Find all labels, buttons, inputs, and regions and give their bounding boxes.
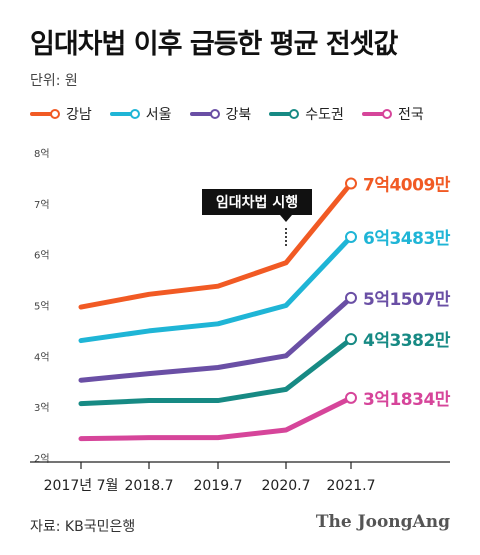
- data-point: [345, 177, 357, 190]
- y-tick-label: 2억: [34, 453, 50, 465]
- series-line-수도권: [78, 336, 354, 407]
- legend-label: 전국: [397, 107, 424, 123]
- data-point: [345, 391, 357, 404]
- y-tick-label: 6억: [34, 250, 50, 262]
- legend-item-1: 서울: [109, 104, 172, 124]
- legend-swatch: [361, 109, 392, 119]
- x-tick-label: 2019.7: [194, 478, 243, 494]
- series-end-label: 3억1834만: [363, 390, 451, 410]
- legend-label: 강북: [225, 107, 252, 123]
- legend-marker-icon: [209, 109, 220, 119]
- legend-marker-icon: [289, 109, 300, 119]
- legend-item-0: 강남: [30, 104, 92, 124]
- legend-marker-icon: [50, 109, 60, 119]
- data-point: [345, 230, 357, 243]
- x-tick-label: 2017년 7월: [44, 478, 119, 494]
- chart-title: 임대차법 이후 급등한 평균 전셋값: [30, 29, 398, 60]
- legend-swatch: [109, 109, 140, 119]
- series-end-label: 7억4009만: [363, 175, 451, 195]
- legend-swatch: [30, 109, 60, 119]
- unit-label: 단위: 원: [30, 73, 78, 89]
- y-tick-label: 4억: [34, 351, 50, 363]
- annotation-pointer: [280, 215, 292, 222]
- x-tick-label: 2020.7: [262, 478, 311, 494]
- data-point: [345, 333, 357, 346]
- legend-swatch: [269, 109, 300, 119]
- x-tick-label: 2021.7: [327, 478, 376, 494]
- series-end-label: 4억3382만: [363, 331, 451, 351]
- legend-item-3: 수도권: [269, 104, 344, 124]
- y-tick-label: 3억: [34, 402, 50, 414]
- y-tick-label: 8억: [34, 148, 50, 160]
- legend-marker-icon: [381, 109, 392, 119]
- legend-swatch: [189, 109, 220, 119]
- legend-item-4: 전국: [361, 104, 424, 124]
- y-tick-label: 7억: [34, 199, 50, 211]
- source-label: 자료: KB국민은행: [30, 519, 136, 535]
- legend: 강남 서울 강북 수도권 전국: [30, 104, 424, 124]
- series-end-label: 6억3483만: [363, 229, 451, 249]
- brand-logo: The JoongAng: [315, 512, 450, 532]
- series-end-label: 5억1507만: [363, 290, 451, 310]
- y-tick-label: 5억: [34, 301, 50, 313]
- legend-marker-icon: [129, 109, 140, 119]
- x-tick-label: 2018.7: [125, 478, 174, 494]
- legend-label: 서울: [145, 107, 172, 123]
- annotation-label: 임대차법 시행: [216, 195, 298, 211]
- legend-label: 수도권: [305, 107, 344, 123]
- legend-item-2: 강북: [189, 104, 252, 124]
- annotation-box: [202, 189, 312, 215]
- data-point: [345, 291, 357, 304]
- legend-label: 강남: [66, 107, 92, 123]
